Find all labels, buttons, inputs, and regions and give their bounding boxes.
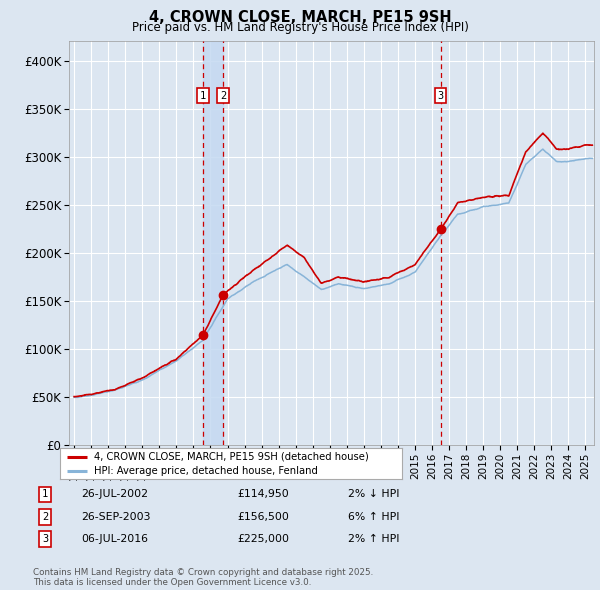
Text: 2% ↑ HPI: 2% ↑ HPI	[348, 535, 400, 544]
Text: 2% ↓ HPI: 2% ↓ HPI	[348, 490, 400, 499]
Text: Contains HM Land Registry data © Crown copyright and database right 2025.
This d: Contains HM Land Registry data © Crown c…	[33, 568, 373, 587]
Text: Price paid vs. HM Land Registry's House Price Index (HPI): Price paid vs. HM Land Registry's House …	[131, 21, 469, 34]
Text: 2: 2	[42, 512, 48, 522]
Text: 3: 3	[437, 91, 444, 101]
Text: HPI: Average price, detached house, Fenland: HPI: Average price, detached house, Fenl…	[94, 466, 318, 476]
Bar	[203, 41, 223, 445]
Text: 1: 1	[42, 490, 48, 499]
Text: 3: 3	[42, 535, 48, 544]
Text: 1: 1	[200, 91, 206, 101]
Text: £225,000: £225,000	[237, 535, 289, 544]
Text: 4, CROWN CLOSE, MARCH, PE15 9SH (detached house): 4, CROWN CLOSE, MARCH, PE15 9SH (detache…	[94, 452, 369, 462]
Text: 26-JUL-2002: 26-JUL-2002	[81, 490, 148, 499]
Text: 4, CROWN CLOSE, MARCH, PE15 9SH: 4, CROWN CLOSE, MARCH, PE15 9SH	[149, 10, 451, 25]
Text: 06-JUL-2016: 06-JUL-2016	[81, 535, 148, 544]
Text: £114,950: £114,950	[237, 490, 289, 499]
Text: £156,500: £156,500	[237, 512, 289, 522]
Text: 26-SEP-2003: 26-SEP-2003	[81, 512, 151, 522]
Text: 6% ↑ HPI: 6% ↑ HPI	[348, 512, 400, 522]
Text: 2: 2	[220, 91, 226, 101]
